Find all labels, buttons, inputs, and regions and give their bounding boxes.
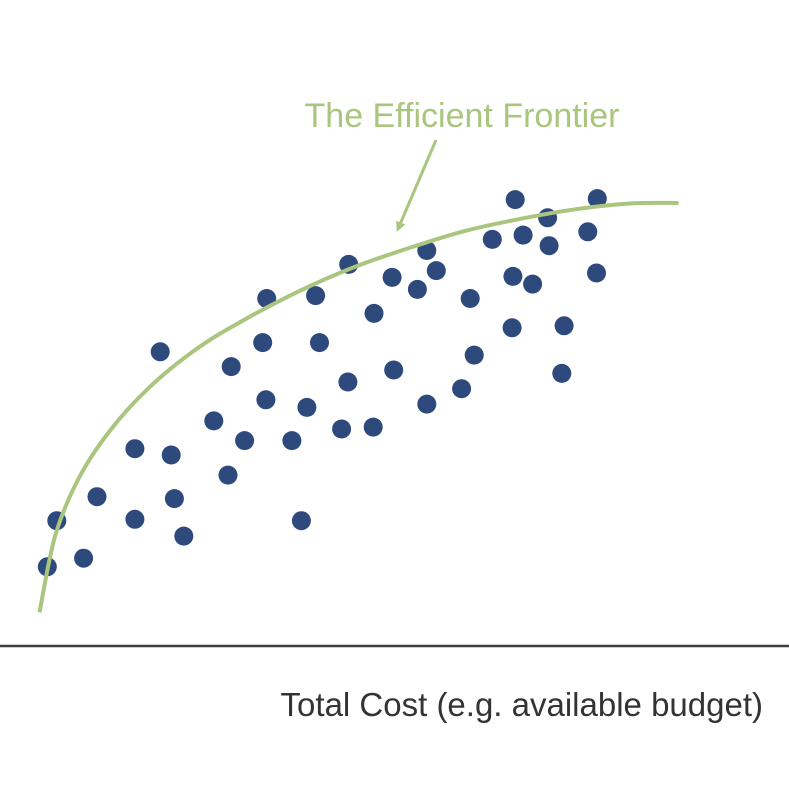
scatter-point-33 [426,261,446,281]
scatter-point-10 [174,526,194,546]
scatter-point-5 [125,509,145,529]
scatter-point-26 [363,417,383,437]
scatter-point-36 [464,345,484,365]
scatter-point-20 [297,397,317,417]
scatter-point-37 [482,229,502,249]
scatter-point-47 [578,222,598,242]
scatter-point-6 [125,439,145,459]
scatter-point-3 [74,548,94,568]
scatter-point-45 [552,363,572,383]
scatter-point-22 [310,333,329,353]
scatter-point-7 [150,342,170,362]
scatter-point-9 [164,489,184,509]
scatter-point-46 [554,316,574,336]
scatter-point-34 [452,379,472,399]
scatter-point-24 [338,372,358,392]
scatter-point-35 [460,289,480,308]
scatter-point-49 [587,189,607,209]
scatter-point-13 [221,357,241,377]
x-axis-label: Total Cost (e.g. available budget) [281,686,763,723]
scatter-point-31 [417,394,437,414]
scatter-point-29 [384,360,404,380]
scatter-point-27 [364,303,384,323]
scatter-point-14 [235,431,255,451]
scatter-points [37,189,607,577]
frontier-annotation: The Efficient Frontier [305,97,620,135]
scatter-point-38 [502,318,522,338]
scatter-point-23 [332,419,352,439]
scatter-point-15 [253,333,273,353]
scatter-point-16 [256,390,276,410]
scatter-point-30 [407,279,427,299]
scatter-point-41 [513,225,533,245]
scatter-point-40 [505,190,525,210]
scatter-point-18 [282,431,302,451]
scatter-point-42 [523,274,543,294]
annotation-arrow [396,139,438,232]
scatter-point-19 [291,511,311,531]
scatter-point-48 [587,263,606,283]
efficient-frontier-curve [37,200,679,613]
scatter-point-21 [306,286,326,306]
scatter-point-44 [539,236,559,256]
scatter-point-8 [161,445,181,465]
scatter-point-28 [382,267,402,287]
scatter-point-4 [87,487,107,507]
scatter-point-39 [503,266,523,286]
scatter-point-11 [204,411,224,431]
scatter-point-12 [218,465,238,485]
